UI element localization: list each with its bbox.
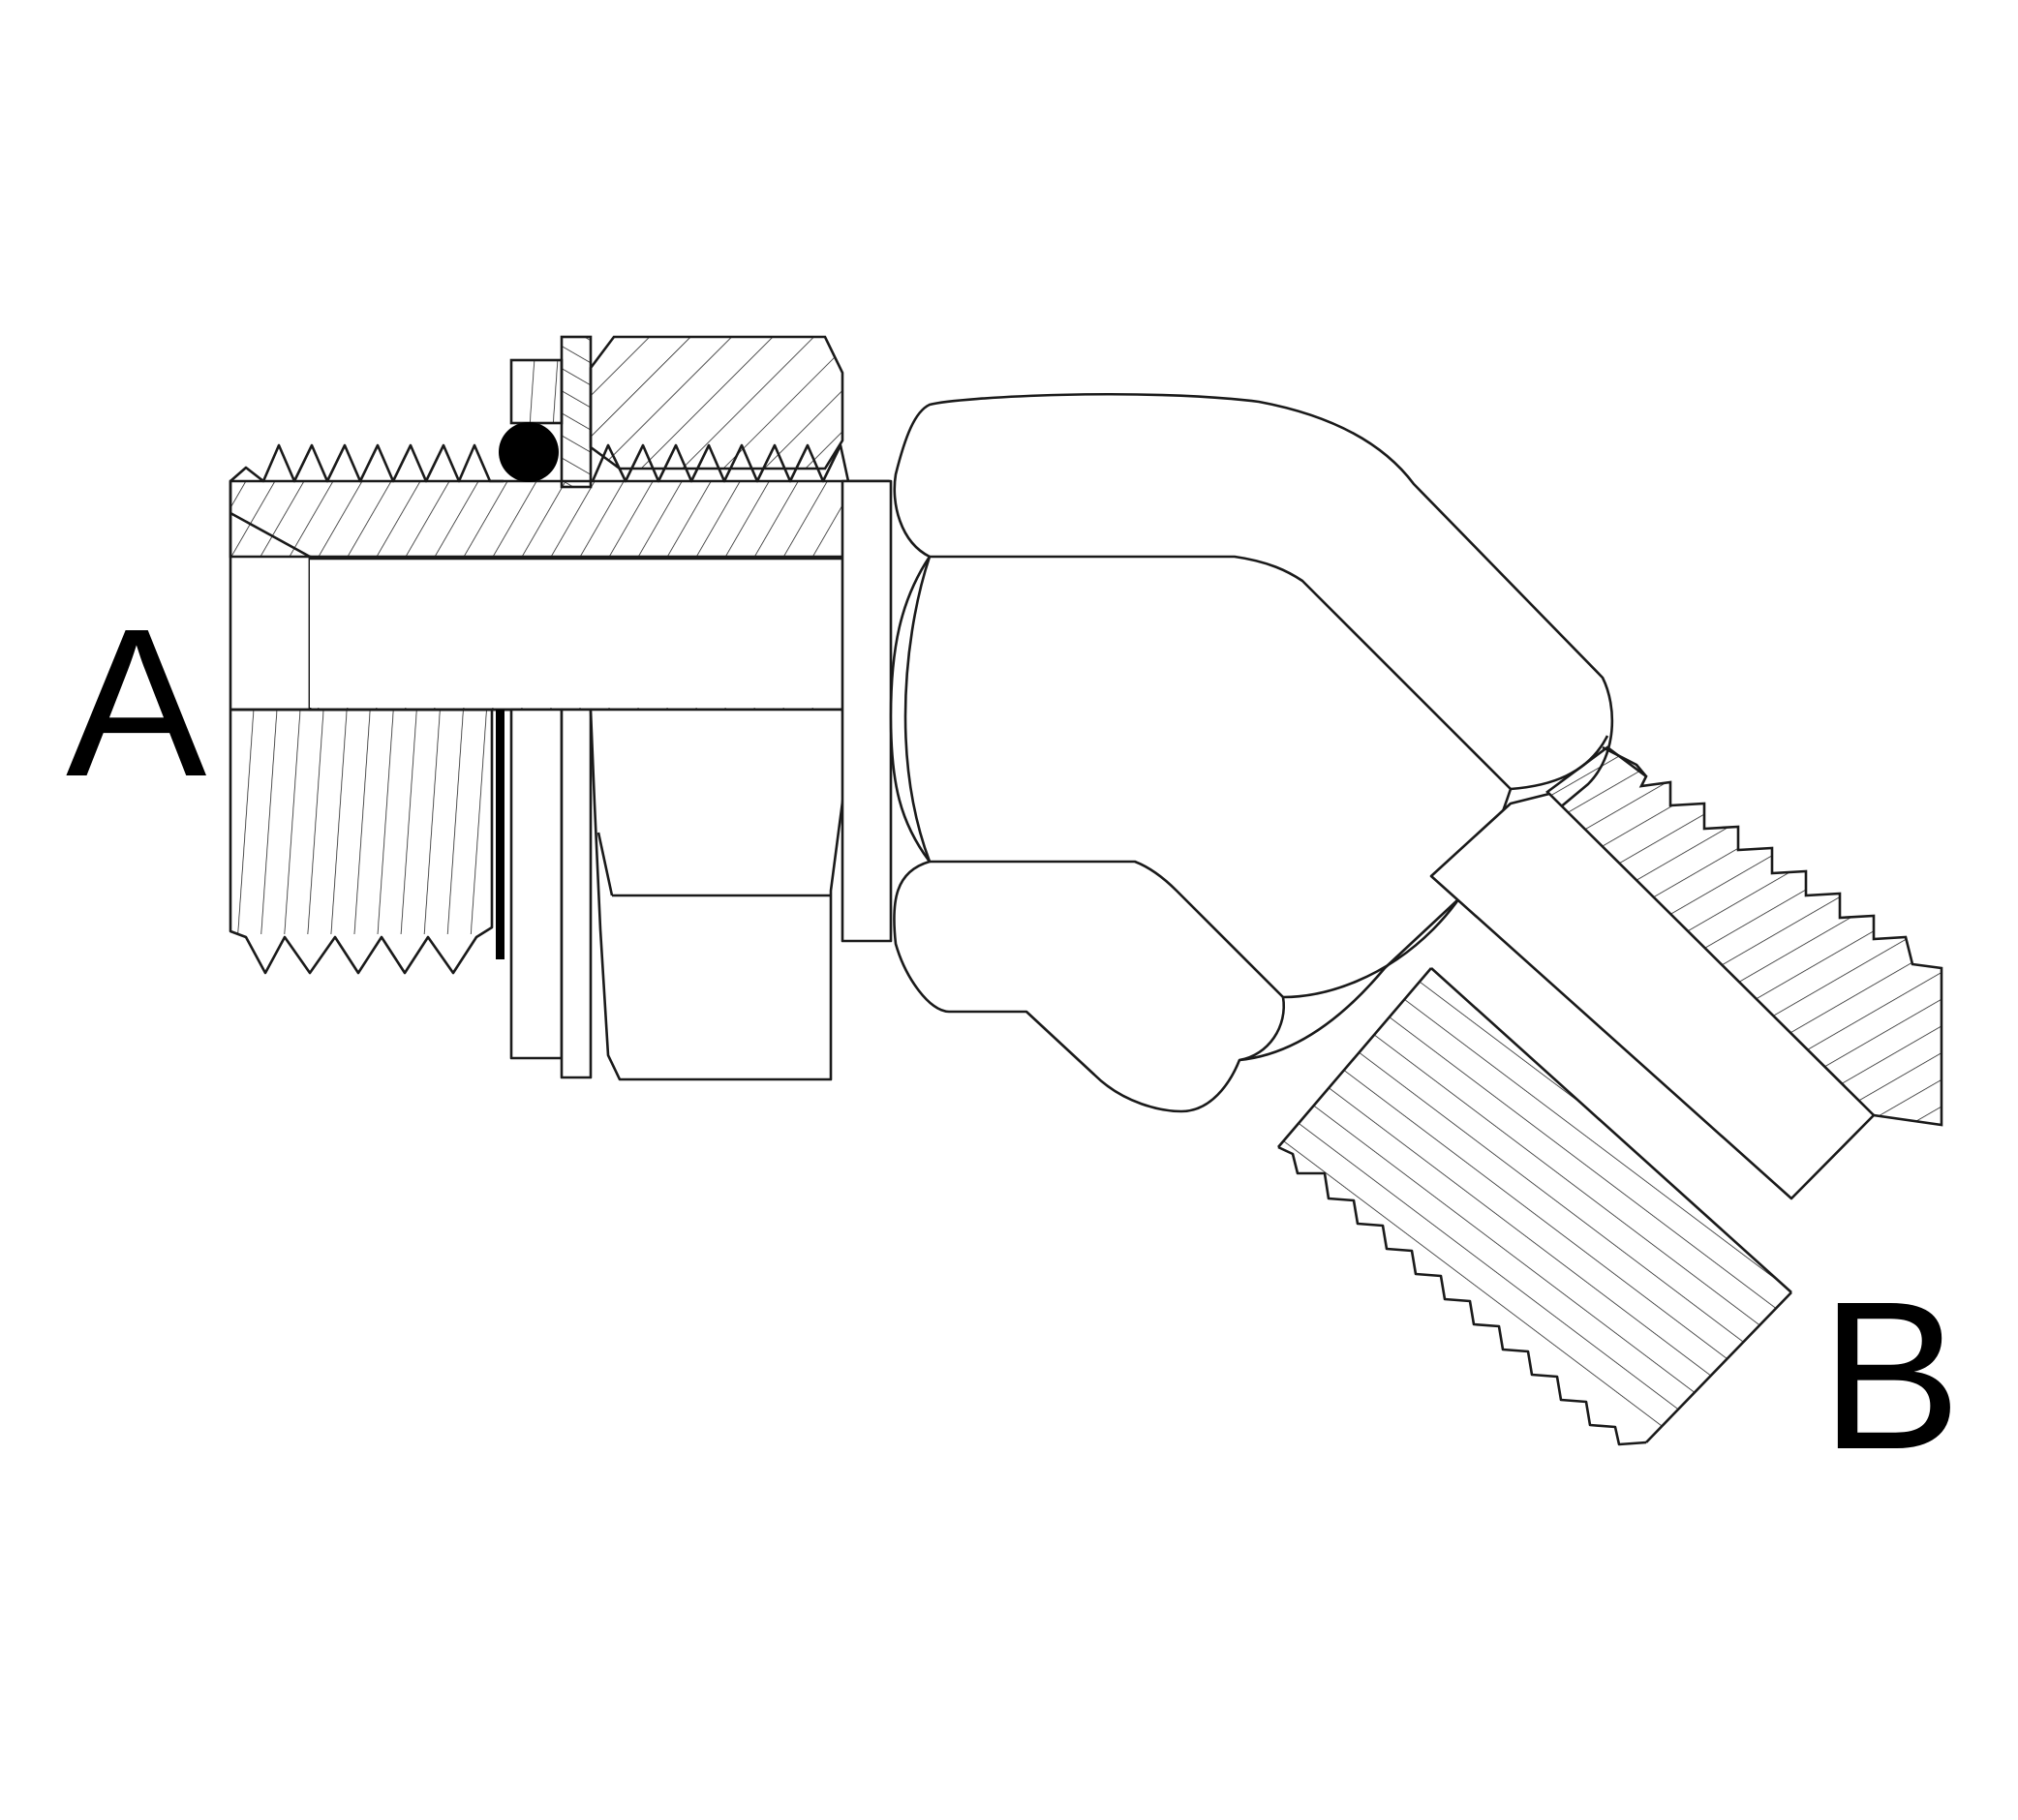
collar bbox=[841, 479, 893, 943]
port-b-notch bbox=[1602, 745, 1647, 777]
port-a-label: A bbox=[66, 586, 207, 821]
lock-nut-hex bbox=[589, 708, 849, 1081]
elbow-body bbox=[889, 392, 1614, 1113]
port-a-lower-thread bbox=[229, 708, 494, 975]
port-b-label: B bbox=[1820, 1259, 1962, 1494]
port-b-bore bbox=[1429, 792, 1876, 1200]
washer-lower bbox=[509, 708, 593, 1079]
o-ring-side bbox=[496, 710, 504, 959]
port-a-upper-thread bbox=[229, 443, 504, 483]
port-b-thread bbox=[1277, 967, 1792, 1446]
backup-washer-section bbox=[509, 335, 593, 489]
o-ring bbox=[499, 422, 559, 482]
lock-nut-section bbox=[589, 335, 844, 470]
port-a-bore bbox=[310, 559, 887, 708]
